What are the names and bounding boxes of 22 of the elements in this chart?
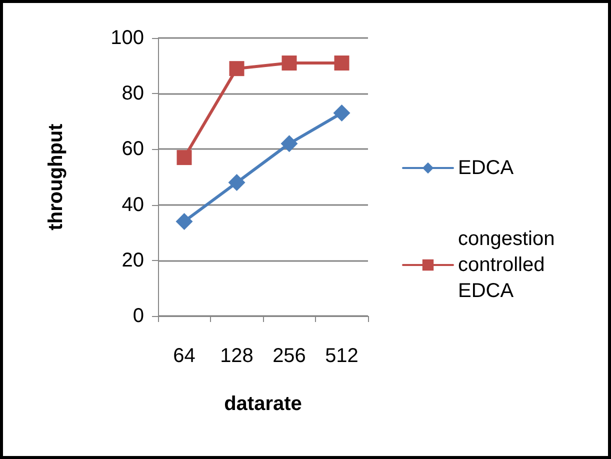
point (282, 56, 297, 71)
point (334, 56, 350, 71)
x-tick-label: 128 (220, 345, 254, 367)
x-tick-label: 512 (325, 345, 358, 367)
x-axis-title: datarate (224, 393, 302, 415)
y-tick-label: 40 (122, 194, 144, 216)
point (176, 150, 192, 166)
legend-label: EDCA (458, 157, 514, 179)
y-tick-label: 100 (110, 27, 144, 49)
point (176, 212, 193, 230)
x-tick-label: 64 (173, 345, 196, 367)
point (228, 174, 246, 192)
y-tick-label: 20 (122, 249, 144, 272)
legend-label: congestion controlled EDCA (458, 228, 560, 302)
x-tick-label: 256 (272, 345, 306, 367)
y-tick-label: 60 (122, 138, 144, 160)
y-tick-label: 80 (122, 82, 144, 105)
point (280, 135, 298, 152)
y-tick-label: 0 (132, 305, 144, 327)
y-axis-title: throughput (45, 123, 67, 230)
point (333, 104, 350, 122)
point (229, 61, 244, 76)
